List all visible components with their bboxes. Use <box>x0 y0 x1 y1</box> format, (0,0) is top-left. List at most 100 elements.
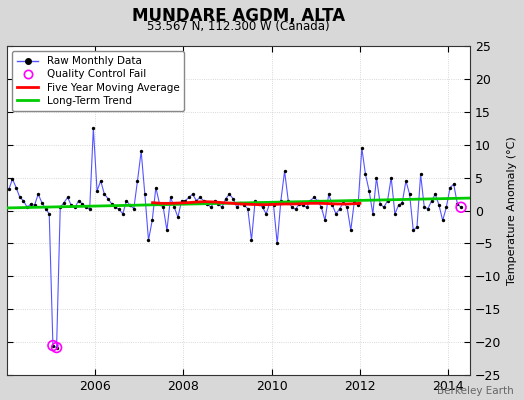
Point <box>251 198 259 204</box>
Point <box>174 214 182 220</box>
Point <box>273 240 281 247</box>
Legend: Raw Monthly Data, Quality Control Fail, Five Year Moving Average, Long-Term Tren: Raw Monthly Data, Quality Control Fail, … <box>12 51 184 111</box>
Text: 53.567 N, 112.300 W (Canada): 53.567 N, 112.300 W (Canada) <box>147 20 330 33</box>
Point <box>420 204 429 210</box>
Point <box>442 204 451 210</box>
Point <box>63 194 72 200</box>
Point <box>369 211 377 217</box>
Point <box>122 198 130 204</box>
Point <box>178 198 186 204</box>
Point <box>229 196 237 202</box>
Point <box>71 204 79 210</box>
Point <box>262 211 270 217</box>
Point <box>49 342 57 349</box>
Point <box>384 198 392 204</box>
Point <box>12 184 20 191</box>
Point <box>16 194 24 200</box>
Point <box>159 204 168 210</box>
Point <box>428 198 436 204</box>
Point <box>406 191 414 197</box>
Point <box>181 198 190 204</box>
Point <box>41 205 50 212</box>
Point <box>321 217 329 224</box>
Point <box>391 211 399 217</box>
Point <box>446 184 454 191</box>
Point <box>126 202 134 208</box>
Point <box>233 204 241 210</box>
Point <box>343 204 351 210</box>
Point <box>111 204 119 210</box>
Point <box>23 204 31 210</box>
Point <box>196 194 204 200</box>
Point <box>269 202 278 208</box>
Point <box>409 227 418 234</box>
Point <box>189 191 197 197</box>
Point <box>339 200 347 206</box>
Point <box>89 125 97 132</box>
Point <box>332 211 340 217</box>
Point <box>93 188 101 194</box>
Point <box>361 171 369 178</box>
Point <box>129 205 138 212</box>
Point <box>247 237 256 244</box>
Point <box>435 202 443 208</box>
Point <box>185 194 193 200</box>
Point <box>457 204 465 210</box>
Point <box>34 191 42 197</box>
Point <box>413 224 421 230</box>
Point <box>354 202 362 208</box>
Point <box>104 196 112 202</box>
Point <box>78 201 86 207</box>
Point <box>5 186 13 193</box>
Point <box>52 344 61 351</box>
Point <box>133 178 141 184</box>
Point <box>350 198 358 204</box>
Point <box>137 148 145 154</box>
Point <box>402 178 410 184</box>
Point <box>155 201 163 207</box>
Point <box>45 211 53 217</box>
Point <box>167 194 175 200</box>
Point <box>302 204 311 210</box>
Point <box>317 204 325 210</box>
Point <box>453 201 462 207</box>
Point <box>417 171 425 178</box>
Point <box>74 198 83 204</box>
Point <box>439 217 447 224</box>
Point <box>310 194 318 200</box>
Point <box>96 178 105 184</box>
Point <box>280 168 289 174</box>
Point <box>38 200 46 206</box>
Point <box>30 202 39 208</box>
Point <box>398 200 407 206</box>
Point <box>457 204 465 210</box>
Point <box>240 202 248 208</box>
Point <box>225 191 234 197</box>
Point <box>236 200 245 206</box>
Point <box>140 191 149 197</box>
Point <box>373 174 381 181</box>
Point <box>49 342 57 349</box>
Point <box>67 202 75 208</box>
Point <box>107 201 116 207</box>
Text: Berkeley Earth: Berkeley Earth <box>437 386 514 396</box>
Title: MUNDARE AGDM, ALTA: MUNDARE AGDM, ALTA <box>132 7 345 25</box>
Point <box>395 202 403 208</box>
Point <box>277 198 285 204</box>
Y-axis label: Temperature Anomaly (°C): Temperature Anomaly (°C) <box>507 136 517 285</box>
Point <box>346 227 355 234</box>
Point <box>144 237 152 244</box>
Point <box>203 201 212 207</box>
Point <box>19 198 28 204</box>
Point <box>115 206 123 212</box>
Point <box>424 205 432 212</box>
Point <box>288 204 296 210</box>
Point <box>244 205 252 212</box>
Point <box>284 198 292 204</box>
Point <box>295 201 303 207</box>
Point <box>118 211 127 217</box>
Point <box>214 201 223 207</box>
Point <box>299 202 307 208</box>
Point <box>200 198 208 204</box>
Point <box>100 191 108 197</box>
